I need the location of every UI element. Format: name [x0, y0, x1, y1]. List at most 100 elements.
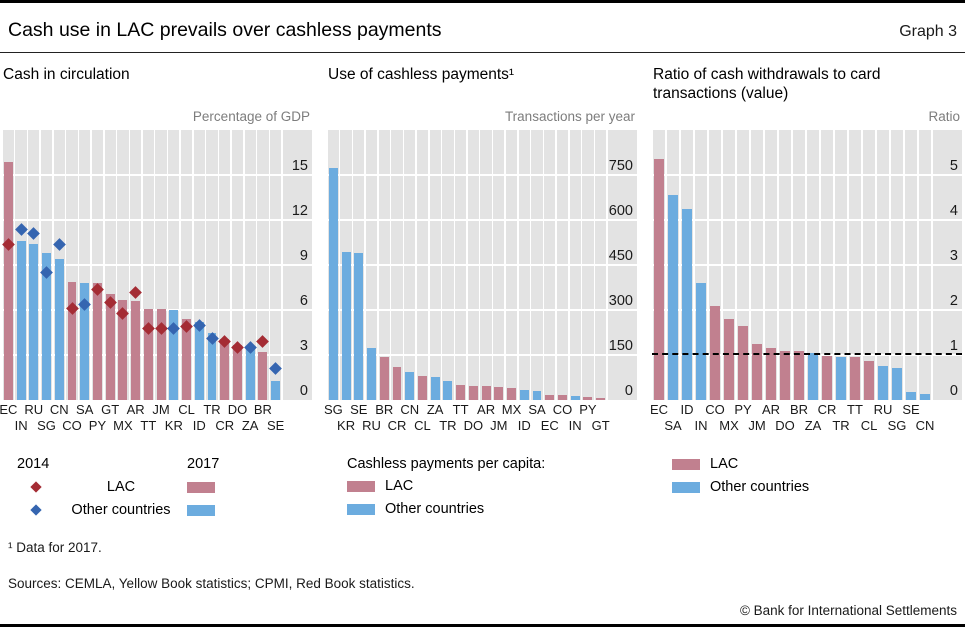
y-tick-label: 15 — [291, 157, 308, 174]
x-axis-labels: EC SA ID IN CO MX PY JM AR DO BR ZA CR TR TT CL RU SG SE CN — [649, 400, 962, 434]
x-label-SG: SG — [887, 418, 907, 433]
bar-CR — [392, 367, 402, 400]
bar-TR — [207, 332, 217, 400]
x-label-SA: SA — [528, 402, 546, 417]
bar-CL — [182, 319, 191, 400]
lac-diamond-icon — [30, 481, 42, 493]
gridline — [327, 309, 637, 311]
x-label-IN: IN — [14, 418, 28, 433]
x-label-BR: BR — [253, 402, 272, 417]
panel-ratio-cash-withdrawals: Ratio of cash withdrawals to card transa… — [649, 65, 962, 524]
x-label-SE: SE — [266, 418, 285, 433]
legend-year-2014: 2014 — [17, 456, 50, 472]
bar-CO — [557, 394, 567, 400]
y-tick-label: 750 — [608, 157, 633, 174]
gridline — [652, 354, 962, 356]
footnote: ¹ Data for 2017. — [8, 540, 102, 555]
bar-TT — [456, 385, 466, 400]
panel-use-of-cashless-payments: Use of cashless payments¹ Transactions p… — [324, 65, 637, 524]
bar-KR — [169, 310, 179, 400]
gridline — [652, 219, 962, 221]
x-label-CN: CN — [49, 402, 69, 417]
bar-ZA — [430, 376, 440, 400]
bar-TR — [443, 380, 453, 400]
panel-title: Use of cashless payments¹ — [328, 66, 515, 83]
chart-panels: Cash in circulation Percentage of GDP 0 3… — [0, 53, 965, 524]
bar-CO — [67, 281, 77, 400]
bar-SA — [532, 391, 542, 400]
bar-KR — [341, 251, 351, 400]
y-tick-label: 2 — [949, 292, 958, 309]
x-label-MX: MX — [501, 402, 522, 417]
y-tick-label: 0 — [624, 382, 633, 399]
x-label-TR: TR — [439, 418, 457, 433]
bar-ZA — [245, 347, 255, 400]
other-bar-swatch — [347, 503, 375, 515]
x-label-JM: JM — [152, 402, 170, 417]
gridline — [2, 174, 312, 176]
x-label-AR: AR — [126, 402, 145, 417]
bar-JM — [751, 343, 763, 400]
sources-line: Sources: CEMLA, Yellow Book statistics; … — [8, 576, 415, 591]
bar-ID — [519, 390, 529, 400]
x-label-CL: CL — [414, 418, 431, 433]
bar-RU — [877, 366, 889, 400]
y-tick-label: 3 — [949, 247, 958, 264]
y-tick-label: 0 — [299, 382, 308, 399]
x-label-RU: RU — [873, 402, 893, 417]
y-tick-label: 9 — [299, 247, 308, 264]
x-label-AR: AR — [761, 402, 781, 417]
bar-ZA — [807, 352, 819, 400]
bar-AR — [481, 385, 491, 400]
x-label-DO: DO — [463, 418, 484, 433]
x-label-TT: TT — [452, 402, 469, 417]
x-axis-labels: EC IN RU SG CN CO SA PY GT MX AR TT JM KR CL ID TR CR DO ZA… — [0, 400, 312, 434]
bar-PY — [737, 325, 749, 400]
bar-MX — [507, 388, 516, 400]
x-label-SE: SE — [350, 402, 368, 417]
gridline — [652, 174, 962, 176]
x-label-RU: RU — [24, 402, 44, 417]
x-label-CN: CN — [400, 402, 420, 417]
bar-TR — [835, 356, 847, 400]
x-label-EC: EC — [540, 418, 559, 433]
bar-CR — [220, 338, 230, 400]
x-label-GT: GT — [591, 418, 610, 433]
lac-bar-swatch — [672, 458, 700, 470]
x-label-JM: JM — [490, 418, 508, 433]
y-tick-label: 300 — [608, 292, 633, 309]
x-label-ZA: ZA — [426, 402, 444, 417]
gridline — [2, 264, 312, 266]
y-tick-label: 12 — [291, 202, 308, 219]
bar-IN — [695, 283, 707, 400]
x-label-PY: PY — [88, 418, 107, 433]
bar-CN — [405, 371, 415, 400]
x-label-CO: CO — [62, 418, 82, 433]
plot-area-cash-in-circulation: 0 3 6 9 12 15 — [2, 130, 312, 400]
bar-PY — [92, 283, 102, 400]
x-label-CR: CR — [215, 418, 235, 433]
x-label-SA: SA — [76, 402, 94, 417]
x-label-KR: KR — [164, 418, 183, 433]
x-axis-labels: SG KR SE RU BR CR CN CL ZA TR TT DO AR JM MX ID SA EC CO IN… — [324, 400, 637, 434]
bar-DO — [468, 385, 478, 400]
x-label-ID: ID — [192, 418, 206, 433]
y-tick-label: 5 — [949, 157, 958, 174]
title-divider — [0, 52, 965, 53]
y-tick-label: 150 — [608, 337, 633, 354]
bar-GT — [105, 293, 115, 400]
x-label-AR: AR — [477, 402, 496, 417]
bar-CR — [821, 356, 833, 400]
bar-AR — [765, 348, 777, 400]
x-label-EC: EC — [649, 402, 669, 417]
legend-panel-3: LAC Other countries — [652, 456, 962, 495]
x-label-TR: TR — [203, 402, 221, 417]
x-label-TR: TR — [832, 418, 850, 433]
bar-SA — [667, 195, 679, 400]
lac-bar-swatch — [187, 481, 215, 493]
x-label-CN: CN — [915, 418, 935, 433]
bar-CO — [709, 305, 721, 400]
top-border — [0, 0, 965, 3]
y-axis-unit-label: Transactions per year — [504, 109, 635, 124]
bar-SG — [328, 167, 338, 400]
